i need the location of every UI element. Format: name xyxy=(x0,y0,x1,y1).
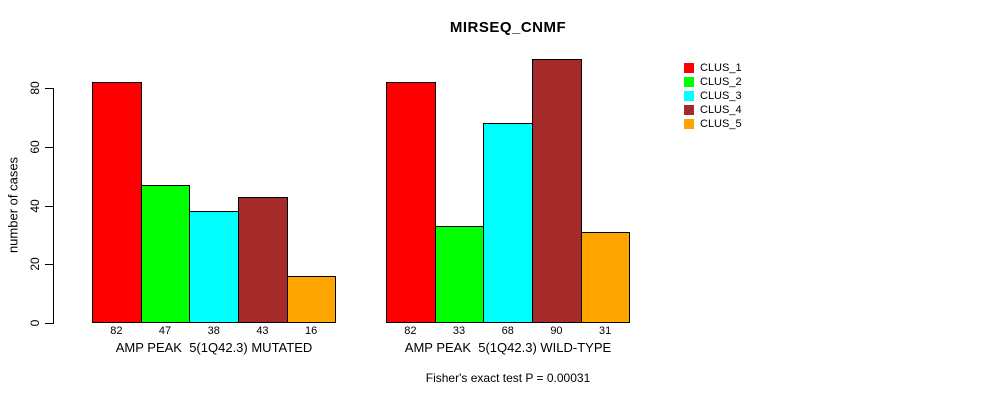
legend-swatch-icon xyxy=(684,105,694,115)
bar-value-label: 82 xyxy=(404,325,417,337)
bar-group-wild-type: 82 33 68 90 31 AMP PEAK 5(1Q42.3) WILD-TYPE xyxy=(386,0,631,400)
bar-clus_5 xyxy=(286,276,337,323)
y-axis-line xyxy=(53,88,54,324)
bar-clus_2 xyxy=(434,226,485,323)
bar-clus_3 xyxy=(189,211,240,323)
bar-value-label: 47 xyxy=(158,325,172,337)
legend-label: CLUS_3 xyxy=(700,90,742,102)
legend-item-clus_1: CLUS_1 xyxy=(684,61,742,75)
bar-clus_3 xyxy=(483,123,534,323)
bar-clus_5 xyxy=(580,231,631,323)
y-axis-tick xyxy=(45,88,53,89)
y-axis-tick-label: 0 xyxy=(28,319,42,327)
legend-swatch-icon xyxy=(684,91,694,101)
legend-label: CLUS_2 xyxy=(700,76,742,88)
y-axis-tick-label: 80 xyxy=(28,81,42,95)
bar-value-label: 31 xyxy=(599,325,612,337)
fisher-test-note: Fisher's exact test P = 0.00031 xyxy=(425,371,591,385)
y-axis-tick-label: 40 xyxy=(28,198,42,213)
legend-label: CLUS_4 xyxy=(700,104,742,116)
y-axis-tick xyxy=(45,323,53,324)
legend: CLUS_1 CLUS_2 CLUS_3 CLUS_4 CLUS_5 xyxy=(684,61,742,131)
bar-value-label: 90 xyxy=(550,325,563,337)
chart-title: MIRSEQ_CNMF xyxy=(449,19,567,36)
y-axis-tick-label: 60 xyxy=(28,140,42,154)
legend-label: CLUS_1 xyxy=(700,62,742,74)
y-axis-tick-label: 20 xyxy=(28,257,42,271)
y-axis-tick xyxy=(45,146,53,148)
legend-label: CLUS_5 xyxy=(700,118,742,130)
bar-value-label: 82 xyxy=(110,325,123,337)
legend-item-clus_2: CLUS_2 xyxy=(684,75,742,89)
bar-value-label: 33 xyxy=(452,325,466,337)
bar-clus_4 xyxy=(238,196,288,323)
legend-swatch-icon xyxy=(684,63,694,73)
bar-value-label: 38 xyxy=(207,325,220,337)
bar-group-mutated: 82 47 38 43 16 AMP PEAK 5(1Q42.3) MUTATED xyxy=(92,0,337,400)
bar-clus_4 xyxy=(532,58,582,323)
legend-item-clus_5: CLUS_5 xyxy=(684,117,742,131)
bar-value-label: 16 xyxy=(305,325,318,337)
bar-clus_1 xyxy=(386,82,436,323)
bar-clus_1 xyxy=(92,82,142,323)
legend-swatch-icon xyxy=(684,119,694,129)
bar-value-label: 43 xyxy=(256,325,269,337)
bar-value-label: 68 xyxy=(501,325,514,337)
legend-item-clus_3: CLUS_3 xyxy=(684,89,742,103)
y-axis-label: number of cases xyxy=(5,156,21,254)
legend-item-clus_4: CLUS_4 xyxy=(684,103,742,117)
y-axis-tick xyxy=(45,264,53,266)
bar-clus_2 xyxy=(140,184,191,323)
group-x-label: AMP PEAK 5(1Q42.3) MUTATED xyxy=(115,340,313,355)
group-x-label: AMP PEAK 5(1Q42.3) WILD-TYPE xyxy=(404,340,612,355)
legend-swatch-icon xyxy=(684,77,694,87)
y-axis-tick xyxy=(45,205,53,207)
